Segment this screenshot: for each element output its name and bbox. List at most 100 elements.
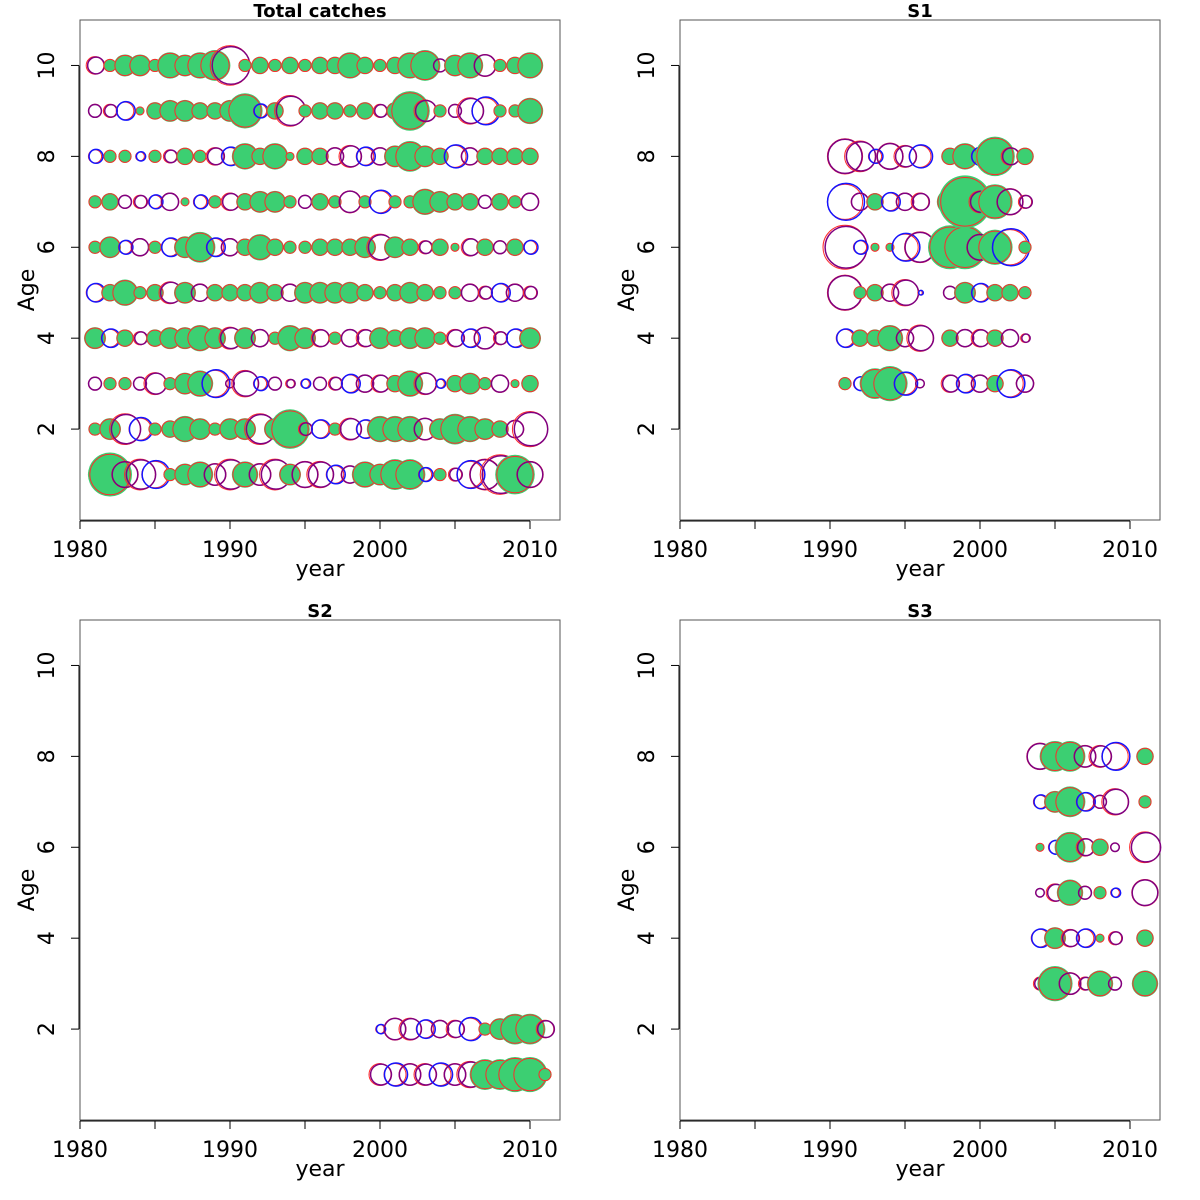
bubble-filled <box>311 56 329 75</box>
bubble-layer <box>822 136 1035 402</box>
bubble-outline-blue <box>523 239 539 255</box>
bubble-outline-red <box>200 50 230 81</box>
panel-title: Total catches <box>253 1 386 22</box>
bubble-outline-purple <box>110 413 142 445</box>
panel-title: S3 <box>907 601 933 622</box>
bubble-outline-purple <box>493 331 509 346</box>
bubble-filled <box>279 463 301 486</box>
bubble-outline-purple <box>490 374 510 393</box>
bubble-filled <box>476 147 494 166</box>
bubble-filled <box>431 238 449 257</box>
bubble-outline-red <box>373 58 387 73</box>
bubble-filled <box>111 279 139 306</box>
bubble-filled <box>298 58 312 73</box>
bubble-outline-purple <box>87 376 103 391</box>
bubble-outline-purple <box>1102 788 1130 816</box>
bubble-outline-red <box>204 327 226 349</box>
bubble-outline-red <box>99 418 121 440</box>
bubble-filled <box>538 1067 552 1082</box>
bubble-outline-red <box>510 379 520 389</box>
bubble-filled <box>88 195 102 209</box>
bubble-filled <box>1018 286 1032 300</box>
bubble-filled <box>184 231 216 263</box>
y-tick-label: 8 <box>635 749 660 763</box>
bubble-outline-purple <box>398 1063 422 1086</box>
bubble-filled <box>491 193 509 211</box>
bubble-outline-red <box>1018 240 1032 254</box>
bubble-filled <box>285 151 295 161</box>
bubble-outline-purple <box>460 283 480 303</box>
bubble-filled <box>975 136 1015 177</box>
x-axis-label: year <box>895 1157 945 1182</box>
bubble-outline-red <box>1091 838 1109 856</box>
bubble-filled <box>238 58 252 73</box>
bubble-outline-purple <box>845 140 877 172</box>
x-axis-label: year <box>895 557 945 582</box>
bubble-outline-purple <box>876 142 904 170</box>
bubble-outline-blue <box>118 239 134 255</box>
bubble-outline-red <box>431 147 449 165</box>
x-tick-label: 2010 <box>502 538 558 563</box>
bubble-filled <box>266 238 284 257</box>
bubble-filled <box>954 281 976 304</box>
bubble-outline-purple <box>520 192 540 212</box>
y-tick-label: 10 <box>635 51 660 79</box>
bubble-filled <box>514 1013 546 1045</box>
bubble-outline-blue <box>893 371 919 396</box>
bubble-outline-purple <box>1130 831 1162 863</box>
bubble-filled <box>311 238 329 257</box>
bubble-outline-blue <box>908 144 934 169</box>
bubble-outline-red <box>431 238 449 256</box>
bubble-outline-purple <box>447 103 463 119</box>
bubble-outline-red <box>1136 929 1154 947</box>
bubble-filled <box>1054 740 1086 772</box>
bubble-outline-purple <box>523 285 539 300</box>
bubble-filled <box>1035 842 1045 852</box>
bubble-outline-purple <box>446 1019 466 1039</box>
bubble-outline-red <box>521 147 539 165</box>
bubble-filled <box>433 331 447 345</box>
y-axis-label: Age <box>615 269 640 312</box>
bubble-outline-purple <box>911 192 931 211</box>
bubble-filled <box>146 329 164 347</box>
bubble-filled <box>1054 831 1086 863</box>
panel-3: S2 1980 1990 2000 2010 year 2 4 6 8 10 Age <box>15 601 561 1182</box>
bubble-filled <box>369 327 391 350</box>
bubble-filled <box>268 58 282 73</box>
bubble-filled <box>491 147 509 166</box>
bubble-outline-red <box>519 327 541 349</box>
bubble-filled <box>977 229 1013 265</box>
bubble-filled <box>148 149 162 163</box>
bubble-filled <box>866 193 884 211</box>
bubble-filled <box>373 286 387 300</box>
bubble-outline-blue <box>383 1062 409 1087</box>
bubble-outline-red <box>268 58 282 73</box>
bubble-outline-blue <box>416 1019 436 1040</box>
bubble-filled <box>88 452 132 497</box>
bubble-outline-purple <box>1107 976 1123 991</box>
bubble-outline-red <box>496 455 534 494</box>
x-tick-label: 2010 <box>1102 1138 1158 1163</box>
bubble-filled <box>103 149 117 163</box>
bubble-outline-red <box>954 282 976 304</box>
bubble-outline-purple <box>339 417 363 441</box>
bubble-outline-blue <box>375 1023 387 1035</box>
bubble-outline-red <box>234 327 256 349</box>
y-tick-label: 6 <box>635 840 660 854</box>
bubble-filled <box>118 149 132 163</box>
bubble-outline-blue <box>891 232 921 262</box>
bubble-filled <box>872 366 908 402</box>
bubble-filled <box>390 91 430 131</box>
bubble-filled <box>1095 933 1105 943</box>
bubble-outline-purple <box>914 378 926 389</box>
bubble-filled <box>478 1022 492 1036</box>
bubble-outline-blue <box>881 191 901 212</box>
bubble-filled <box>401 238 419 257</box>
bubble-outline-purple <box>1021 333 1031 344</box>
bubble-outline-red <box>343 104 357 118</box>
bubble-filled <box>174 99 196 122</box>
bubble-outline-red <box>238 58 252 73</box>
bubble-outline-purple <box>1108 931 1124 946</box>
bubble-filled <box>118 377 132 391</box>
